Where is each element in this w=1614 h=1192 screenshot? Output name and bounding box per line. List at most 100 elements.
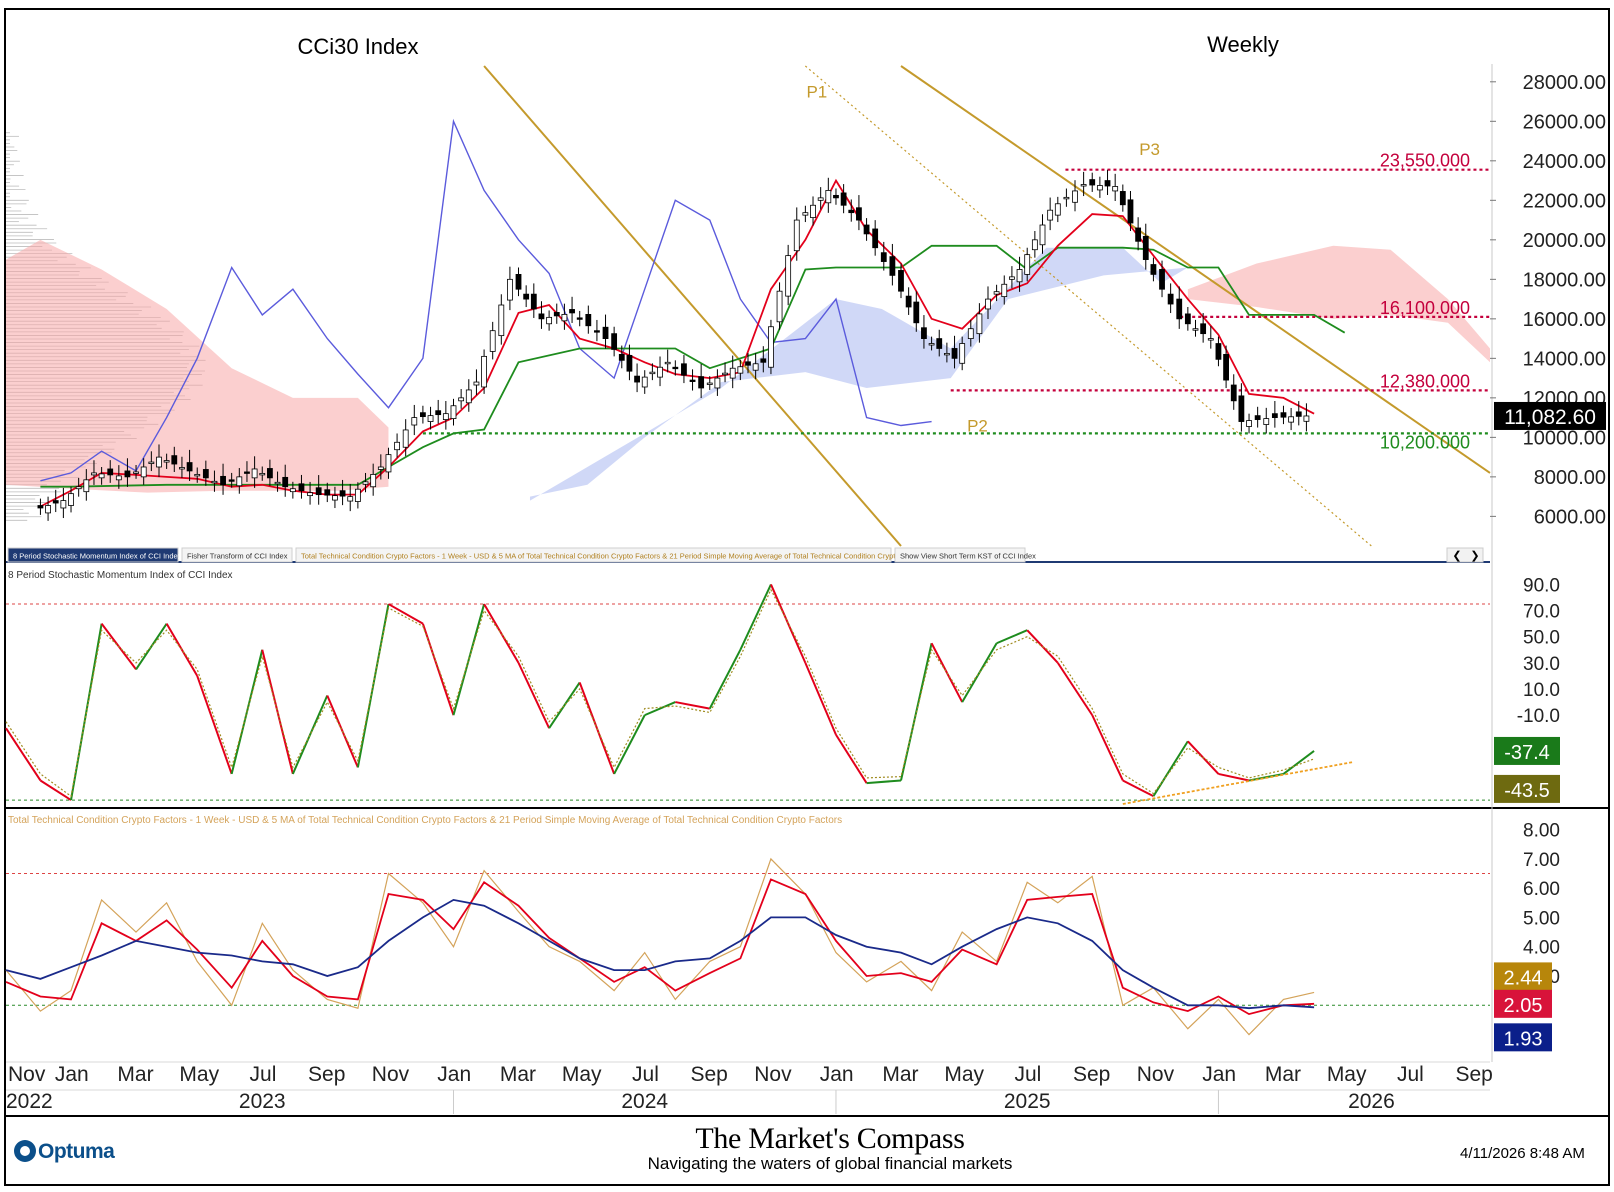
candle-body bbox=[498, 304, 505, 337]
ttc-y-tick: 8.00 bbox=[1523, 821, 1560, 842]
indicator-tab[interactable]: Total Technical Condition Crypto Factors… bbox=[295, 547, 927, 563]
x-month-label: Mar bbox=[1265, 1063, 1301, 1086]
y-tick-label: 8000.00 bbox=[1534, 467, 1606, 489]
candle-body bbox=[324, 489, 331, 496]
indicator-tab-label: Show View Short Term KST of CCI Index bbox=[900, 552, 1036, 561]
smi-line-segment bbox=[548, 681, 581, 729]
x-month-label: Jul bbox=[632, 1063, 659, 1086]
candle-body bbox=[1054, 203, 1061, 216]
chart-subtitle: Weekly bbox=[1207, 32, 1279, 57]
candle-body bbox=[1142, 235, 1149, 260]
indicator-tab-bg bbox=[894, 547, 1026, 563]
optuma-logo-icon bbox=[14, 1140, 36, 1162]
x-month-label: May bbox=[944, 1063, 984, 1086]
ttc-panel: Total Technical Condition Crypto Factors… bbox=[5, 815, 1560, 1052]
pivot-label: P2 bbox=[967, 417, 988, 436]
indicator-tab[interactable]: Show View Short Term KST of CCI Index bbox=[894, 547, 1036, 563]
candle-body bbox=[124, 470, 131, 478]
candle-body bbox=[611, 333, 618, 350]
candle-body bbox=[729, 367, 736, 379]
indicator-tab-label: 8 Period Stochastic Momentum Index of CC… bbox=[13, 552, 182, 561]
smi-line-segment bbox=[135, 623, 168, 670]
candle-body bbox=[1176, 298, 1183, 320]
candle-body bbox=[107, 468, 114, 476]
candle-body bbox=[186, 462, 193, 472]
candle-body bbox=[833, 194, 839, 199]
candle-body bbox=[1009, 276, 1015, 280]
indicator-tab[interactable]: Fisher Transform of CCI Index bbox=[181, 547, 293, 563]
ttc-value-badge bbox=[1494, 989, 1552, 1018]
candle-body bbox=[1001, 283, 1008, 298]
footer-title: The Market's Compass bbox=[695, 1122, 965, 1155]
indicator-tab-bg bbox=[295, 547, 892, 563]
candle-body bbox=[1238, 395, 1245, 422]
x-year-label: 2024 bbox=[621, 1090, 668, 1113]
x-month-label: Jan bbox=[55, 1063, 89, 1086]
tab-scroll-right-icon[interactable]: ❯ bbox=[1470, 550, 1479, 562]
candle-body bbox=[752, 363, 759, 371]
candle-body bbox=[889, 256, 896, 276]
y-tick-label: 10000.00 bbox=[1523, 427, 1606, 449]
candle-body bbox=[618, 353, 625, 361]
ttc-value-badge bbox=[1494, 962, 1552, 991]
ttc-value: 2.05 bbox=[1504, 995, 1543, 1017]
candle-body bbox=[913, 301, 920, 324]
candle-body bbox=[943, 353, 950, 356]
y-tick-label: 22000.00 bbox=[1523, 190, 1606, 212]
indicator-tab-bar: 8 Period Stochastic Momentum Index of CC… bbox=[7, 547, 1036, 563]
candle-body bbox=[394, 441, 400, 451]
candle-body bbox=[967, 328, 974, 339]
level-label: 16,100.000 bbox=[1380, 298, 1470, 318]
candle-body bbox=[1080, 184, 1087, 187]
x-month-label: Mar bbox=[882, 1063, 918, 1086]
smi-line-segment bbox=[578, 682, 616, 775]
x-month-label: May bbox=[562, 1063, 602, 1086]
candle-body bbox=[569, 309, 575, 314]
candle-body bbox=[1135, 227, 1142, 242]
candle-body bbox=[1288, 416, 1295, 423]
candle-body bbox=[594, 330, 600, 333]
candle-body bbox=[802, 212, 809, 216]
smi-line-segment bbox=[483, 603, 520, 664]
candle-body bbox=[91, 472, 97, 476]
candle-body bbox=[928, 343, 935, 346]
candle-body bbox=[481, 355, 487, 388]
chart-frame bbox=[4, 8, 1610, 1186]
pivot-label: P3 bbox=[1139, 140, 1160, 159]
smi-y-tick: 70.0 bbox=[1523, 602, 1560, 623]
smi-line-segment bbox=[708, 649, 742, 710]
candle-body bbox=[298, 483, 305, 492]
tab-scroll-left-icon[interactable]: ❮ bbox=[1452, 550, 1461, 562]
smi-panel: 8 Period Stochastic Momentum Index of CC… bbox=[5, 570, 1560, 806]
indicator-tab[interactable]: 8 Period Stochastic Momentum Index of CC… bbox=[7, 547, 182, 563]
smi-line-segment bbox=[291, 695, 329, 775]
candle-body bbox=[1254, 415, 1261, 420]
ttc-y-tick: 7.00 bbox=[1523, 850, 1560, 871]
candle-body bbox=[362, 481, 369, 485]
candle-body bbox=[1024, 254, 1031, 275]
candle-body bbox=[1047, 209, 1054, 221]
smi-trendline bbox=[1122, 761, 1353, 805]
x-year-label: 2023 bbox=[239, 1090, 286, 1113]
candle-body bbox=[83, 479, 90, 493]
x-month-label: Nov bbox=[8, 1063, 46, 1086]
candle-body bbox=[985, 298, 991, 310]
smi-line-segment bbox=[1152, 740, 1189, 797]
candle-body bbox=[228, 479, 235, 482]
candle-body bbox=[905, 295, 912, 308]
smi-line-segment bbox=[770, 584, 807, 664]
smi-line-segment bbox=[644, 701, 676, 717]
candle-body bbox=[1167, 293, 1174, 305]
optuma-brand: Optuma bbox=[38, 1140, 115, 1163]
candle-body bbox=[576, 317, 583, 320]
ttc-ma5-line bbox=[5, 878, 1315, 1016]
smi-line-segment bbox=[387, 603, 424, 625]
candle-body bbox=[523, 293, 530, 300]
candle-body bbox=[1271, 413, 1278, 419]
smi-line-segment bbox=[1056, 662, 1094, 716]
candle-body bbox=[1031, 239, 1038, 251]
candle-body bbox=[776, 290, 783, 323]
x-month-label: May bbox=[179, 1063, 219, 1086]
candle-body bbox=[1063, 196, 1070, 200]
candle-body bbox=[561, 313, 568, 322]
